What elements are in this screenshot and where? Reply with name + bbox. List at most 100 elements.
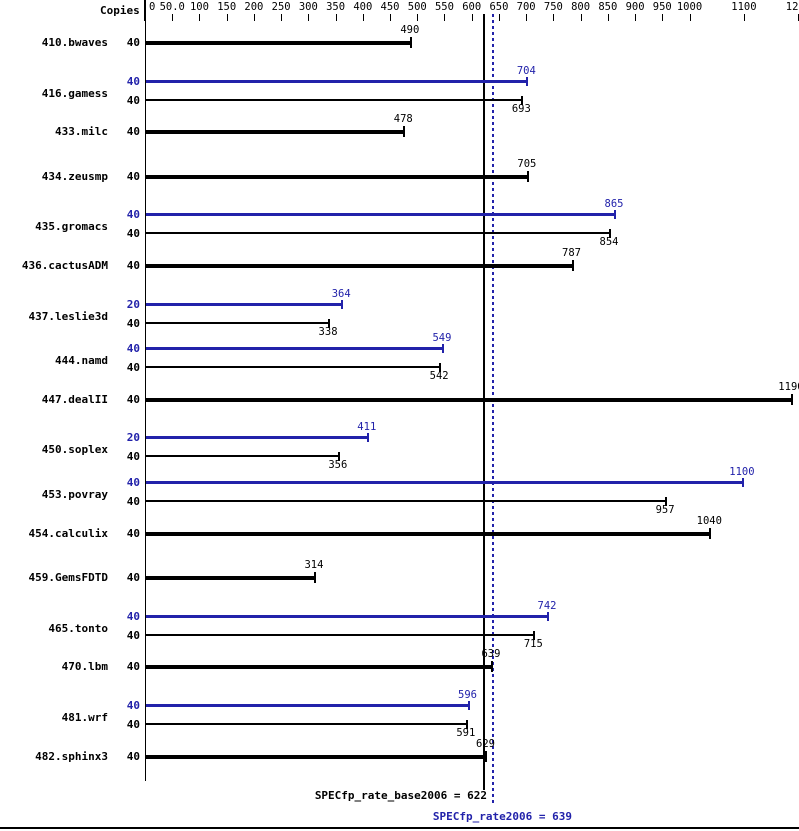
bar-base bbox=[146, 130, 406, 135]
x-axis-tick-mark bbox=[172, 14, 174, 21]
copies-value-base: 40 bbox=[126, 125, 140, 139]
copies-value-base: 40 bbox=[126, 660, 140, 674]
footer-peak-label: SPECfp_rate2006 = 639 bbox=[432, 810, 572, 823]
bar-endcap-base bbox=[665, 497, 668, 506]
x-axis-tick-label: 950 bbox=[652, 1, 672, 13]
benchmark-row: 454.calculix 40 1040 bbox=[0, 515, 799, 560]
benchmark-label: 450.soplex bbox=[41, 443, 108, 457]
bar-endcap-base bbox=[571, 260, 574, 271]
x-axis-tick-mark bbox=[635, 14, 637, 21]
x-axis-tick-mark bbox=[689, 14, 691, 21]
copies-value-peak: 40 bbox=[126, 74, 140, 88]
bar-endcap-base bbox=[709, 527, 712, 539]
bar-value-base: 629 bbox=[476, 737, 495, 750]
bar-value-base: 314 bbox=[304, 559, 324, 572]
x-axis-tick-mark bbox=[199, 14, 201, 21]
benchmark-label: 444.namd bbox=[55, 354, 108, 368]
copies-value-base: 40 bbox=[126, 450, 140, 464]
footer-base-label: SPECfp_rate_base2006 = 622 bbox=[314, 789, 487, 802]
copies-value-base: 40 bbox=[126, 749, 140, 763]
x-axis-tick-mark bbox=[253, 14, 255, 21]
x-axis-tick-label: 450 bbox=[380, 1, 400, 13]
copies-column-header: Copies bbox=[100, 4, 140, 17]
x-axis-tick-mark bbox=[226, 14, 228, 21]
x-axis-tick-mark bbox=[362, 14, 364, 21]
bar-base bbox=[146, 98, 523, 101]
bar-endcap-base bbox=[521, 95, 524, 105]
bar-endcap-base bbox=[485, 750, 488, 762]
x-axis-tick-label: 1200 bbox=[785, 1, 799, 13]
bar-endcap-base bbox=[313, 572, 316, 584]
benchmark-label: 447.dealII bbox=[41, 392, 108, 406]
benchmark-row: 453.povray 40 1100 40 957 bbox=[0, 466, 799, 516]
x-axis-tick-label: 900 bbox=[625, 1, 645, 13]
bar-value-base: 957 bbox=[655, 504, 675, 516]
x-axis-tick-label: 100 bbox=[189, 1, 209, 13]
x-axis-tick-mark bbox=[743, 14, 745, 21]
bar-endcap-base bbox=[790, 393, 793, 405]
bar-peak bbox=[146, 614, 550, 618]
bar-endcap-peak bbox=[613, 210, 616, 220]
reference-line-peak bbox=[491, 14, 494, 803]
bar-endcap-base bbox=[533, 630, 536, 640]
bar-base bbox=[146, 665, 493, 670]
x-axis-tick-label: 300 bbox=[298, 1, 318, 13]
bar-endcap-base bbox=[526, 170, 529, 182]
x-axis-tick-label: 500 bbox=[407, 1, 427, 13]
x-axis-tick-label: 150 bbox=[217, 1, 237, 13]
bar-value-peak: 1100 bbox=[729, 466, 755, 478]
copies-value-base: 40 bbox=[126, 316, 140, 330]
bar-base bbox=[146, 321, 330, 324]
x-axis-tick-mark bbox=[498, 14, 500, 21]
y-axis-line bbox=[145, 0, 146, 781]
x-axis-tick-label: 850 bbox=[598, 1, 618, 13]
bar-value-base: 693 bbox=[511, 102, 531, 115]
benchmark-label: 437.leslie3d bbox=[28, 309, 108, 323]
bar-value-base: 715 bbox=[523, 637, 543, 650]
bar-endcap-peak bbox=[341, 299, 344, 309]
bar-endcap-peak bbox=[526, 76, 529, 86]
copies-value-base: 40 bbox=[126, 93, 140, 107]
copies-value-base: 40 bbox=[126, 361, 140, 375]
bar-value-peak: 364 bbox=[331, 287, 351, 300]
bar-endcap-peak bbox=[741, 478, 744, 487]
bar-endcap-peak bbox=[366, 433, 369, 443]
bar-endcap-base bbox=[403, 126, 406, 138]
x-axis-tick-label: 1000 bbox=[676, 1, 703, 13]
x-axis-tick-mark bbox=[308, 14, 310, 21]
bar-base bbox=[146, 232, 610, 235]
bar-endcap-base bbox=[609, 229, 611, 239]
bar-endcap-base bbox=[490, 661, 493, 673]
x-axis-tick-label: 750 bbox=[543, 1, 563, 13]
x-axis-tick-label: 1100 bbox=[731, 1, 757, 13]
benchmark-row: 444.namd 40 549 40 542 bbox=[0, 332, 799, 382]
bar-endcap-peak bbox=[547, 611, 550, 621]
bar-value-base: 1190 bbox=[778, 380, 799, 393]
copies-value-peak: 40 bbox=[126, 476, 140, 489]
bar-peak bbox=[146, 79, 529, 83]
bar-base bbox=[146, 633, 535, 636]
bar-value-base: 639 bbox=[481, 648, 501, 661]
bar-value-peak: 411 bbox=[357, 421, 377, 434]
bar-value-base: 854 bbox=[599, 236, 619, 249]
x-axis-tick-label: 350 bbox=[326, 1, 346, 13]
bar-base bbox=[146, 366, 441, 369]
x-axis-tick-label: 250 bbox=[271, 1, 291, 13]
copies-value-peak: 40 bbox=[126, 699, 140, 712]
bar-base bbox=[146, 500, 667, 502]
benchmark-label: 470.lbm bbox=[61, 660, 108, 674]
bar-value-peak: 596 bbox=[458, 689, 477, 701]
benchmark-label: 434.zeusmp bbox=[41, 169, 108, 183]
copies-value-base: 40 bbox=[126, 392, 140, 406]
bar-peak bbox=[146, 481, 744, 484]
copies-value-base: 40 bbox=[126, 718, 140, 731]
benchmark-label: 459.GemsFDTD bbox=[28, 571, 108, 585]
bar-base bbox=[146, 397, 793, 402]
bar-value-base: 338 bbox=[318, 325, 338, 338]
x-axis-tick-mark bbox=[417, 14, 419, 21]
bar-endcap-peak bbox=[467, 701, 470, 710]
x-axis-tick-mark bbox=[390, 14, 392, 21]
benchmark-row: 435.gromacs 40 865 40 854 bbox=[0, 198, 799, 249]
bar-peak bbox=[146, 436, 369, 440]
